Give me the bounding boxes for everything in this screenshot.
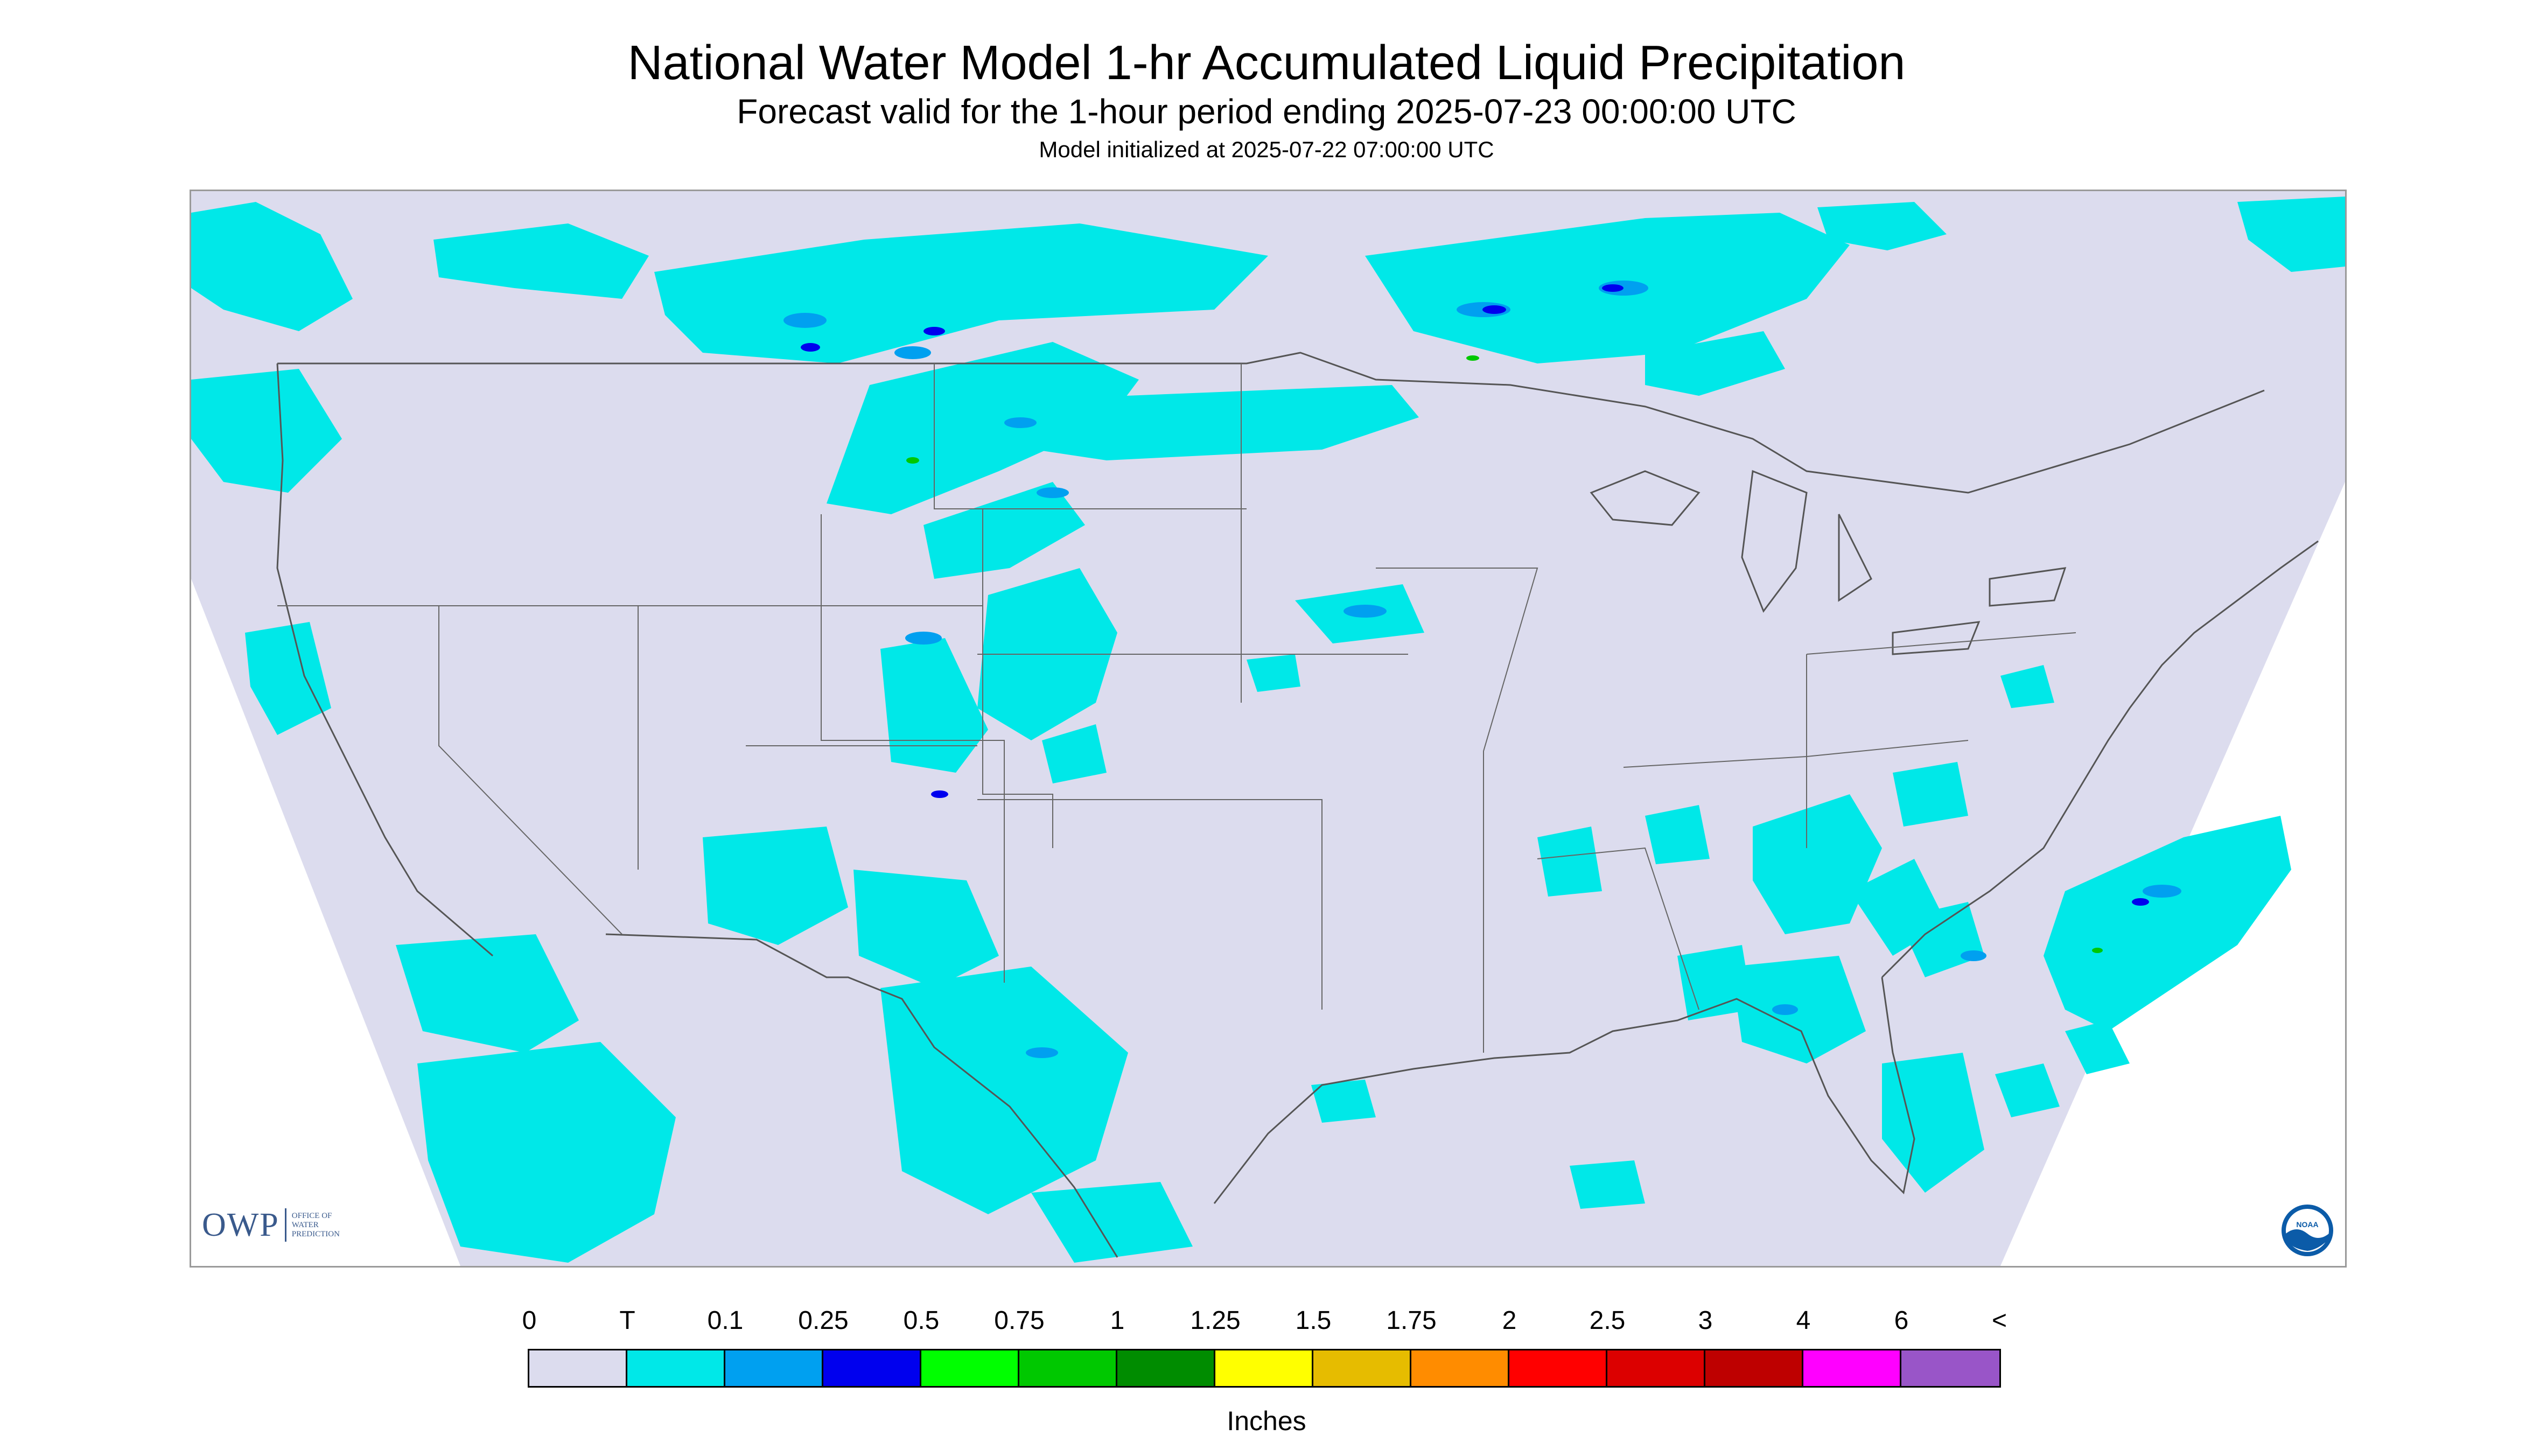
legend-swatch bbox=[1705, 1350, 1803, 1386]
legend-swatch bbox=[529, 1350, 627, 1386]
legend-swatch bbox=[823, 1350, 921, 1386]
legend-tick-label: 1.25 bbox=[1190, 1306, 1241, 1335]
precip-moderate bbox=[783, 281, 2181, 1058]
legend-units: Inches bbox=[1227, 1406, 1306, 1436]
west-coast bbox=[276, 363, 493, 957]
model-init-line: Model initialized at 2025-07-22 07:00:00… bbox=[1039, 137, 1494, 162]
legend-swatch bbox=[1803, 1350, 1901, 1386]
legend-tick-label: 2 bbox=[1502, 1306, 1517, 1335]
legend-tick-label: 0.5 bbox=[903, 1306, 940, 1335]
legend-tick-label: 0.75 bbox=[994, 1306, 1045, 1335]
great-lakes bbox=[1590, 470, 2067, 655]
legend-swatch bbox=[725, 1350, 823, 1386]
precip-light bbox=[191, 197, 2345, 1263]
map-canvas bbox=[191, 191, 2345, 1266]
legend-tick-label: 4 bbox=[1796, 1306, 1811, 1335]
legend-swatch bbox=[1215, 1350, 1313, 1386]
boundaries bbox=[276, 352, 2319, 1258]
legend-tick-label: 0 bbox=[522, 1306, 537, 1335]
east-coast bbox=[1881, 540, 2319, 978]
canada-us-border bbox=[277, 352, 2265, 494]
legend-colorbar bbox=[528, 1349, 2001, 1388]
map-subtitle: Forecast valid for the 1-hour period end… bbox=[737, 92, 1796, 131]
legend-tick-label: T bbox=[619, 1306, 635, 1335]
map-title: National Water Model 1-hr Accumulated Li… bbox=[627, 36, 1906, 90]
precip-peak bbox=[906, 355, 2103, 953]
state-lines bbox=[277, 363, 2076, 1053]
legend-swatch bbox=[1019, 1350, 1117, 1386]
us-mexico-border bbox=[605, 933, 1118, 1258]
precip-heavy bbox=[801, 284, 2149, 906]
legend-tick-label: 1 bbox=[1110, 1306, 1125, 1335]
legend-tick-label: 0.1 bbox=[707, 1306, 744, 1335]
noaa-logo: NOAA bbox=[2282, 1205, 2333, 1256]
legend-tick-label: 3 bbox=[1698, 1306, 1713, 1335]
legend-tick-label: 1.5 bbox=[1295, 1306, 1332, 1335]
precipitation-map: OWP OFFICE OF WATER PREDICTION NOAA bbox=[190, 190, 2347, 1268]
owp-logo: OWP OFFICE OF WATER PREDICTION bbox=[202, 1206, 340, 1243]
svg-text:NOAA: NOAA bbox=[2296, 1220, 2318, 1229]
legend-tick-label: 0.25 bbox=[798, 1306, 849, 1335]
gulf-coast bbox=[1213, 977, 1915, 1204]
legend-swatch bbox=[1607, 1350, 1705, 1386]
legend-swatch bbox=[1411, 1350, 1509, 1386]
legend-tick-label: 2.5 bbox=[1589, 1306, 1626, 1335]
legend-tick-label: < bbox=[1991, 1306, 2007, 1335]
legend-tick-label: 6 bbox=[1894, 1306, 1909, 1335]
legend-swatch bbox=[921, 1350, 1019, 1386]
legend-swatch bbox=[1901, 1350, 1999, 1386]
legend-tick-label: 1.75 bbox=[1386, 1306, 1437, 1335]
legend-swatch bbox=[627, 1350, 725, 1386]
legend-swatch bbox=[1313, 1350, 1411, 1386]
legend-swatch bbox=[1509, 1350, 1607, 1386]
legend-swatch bbox=[1117, 1350, 1215, 1386]
